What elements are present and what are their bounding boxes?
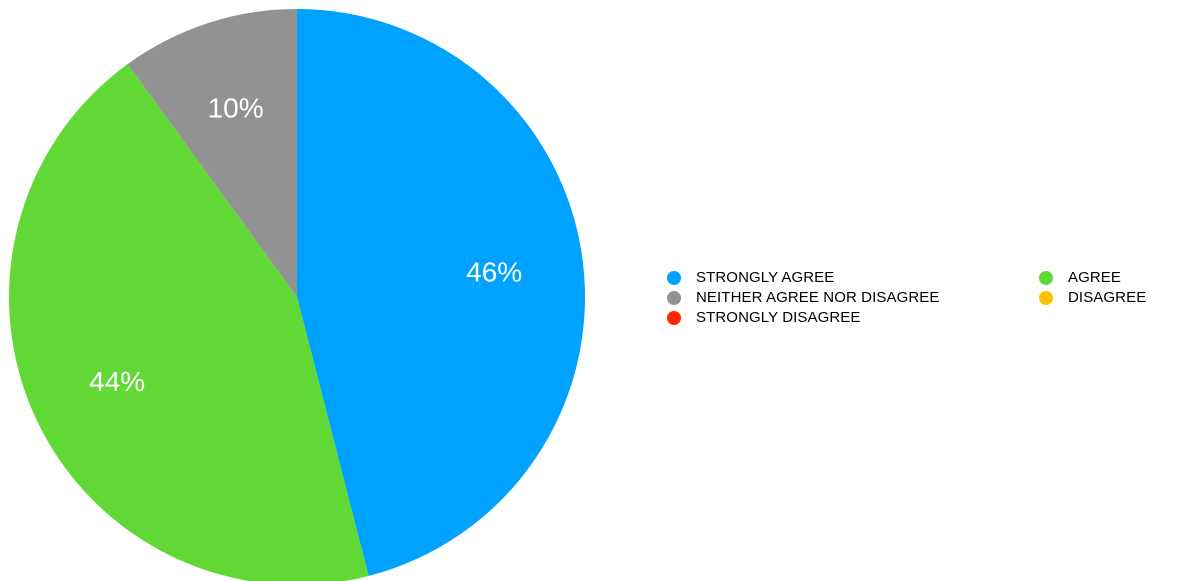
pie-slice-neither-agree-nor-disagree — [127, 9, 297, 297]
data-label-agree: 44% — [89, 366, 145, 397]
data-label-strongly-agree: 46% — [466, 257, 522, 288]
legend-label-neither-agree-nor-disagree: NEITHER AGREE NOR DISAGREE — [696, 289, 940, 306]
pie-slice-agree — [9, 64, 369, 581]
data-label-neither-agree-nor-disagree: 10% — [208, 93, 264, 124]
legend-swatch-strongly-agree — [667, 270, 681, 285]
legend-item-strongly-disagree: STRONGLY DISAGREE — [667, 308, 1039, 327]
legend-label-strongly-disagree: STRONGLY DISAGREE — [696, 309, 861, 326]
pie-slices — [9, 9, 586, 581]
legend-item-disagree: DISAGREE — [1039, 288, 1197, 307]
legend-swatch-disagree — [1039, 290, 1053, 305]
legend-item-strongly-agree: STRONGLY AGREE — [667, 268, 1039, 287]
legend-item-agree: AGREE — [1039, 268, 1197, 287]
chart-legend: STRONGLY AGREE AGREE NEITHER AGREE NOR DIS… — [667, 268, 1197, 327]
legend-swatch-strongly-disagree — [667, 310, 681, 325]
legend-swatch-agree — [1039, 270, 1053, 285]
legend-label-strongly-agree: STRONGLY AGREE — [696, 269, 835, 286]
legend-swatch-neither-agree-nor-disagree — [667, 290, 681, 305]
legend-label-disagree: DISAGREE — [1068, 289, 1147, 306]
legend-item-neither-agree-nor-disagree: NEITHER AGREE NOR DISAGREE — [667, 288, 1039, 307]
pie-labels: 46% 44% 10% — [89, 93, 522, 398]
legend-label-agree: AGREE — [1068, 269, 1122, 286]
pie-slice-strongly-agree — [297, 9, 586, 576]
